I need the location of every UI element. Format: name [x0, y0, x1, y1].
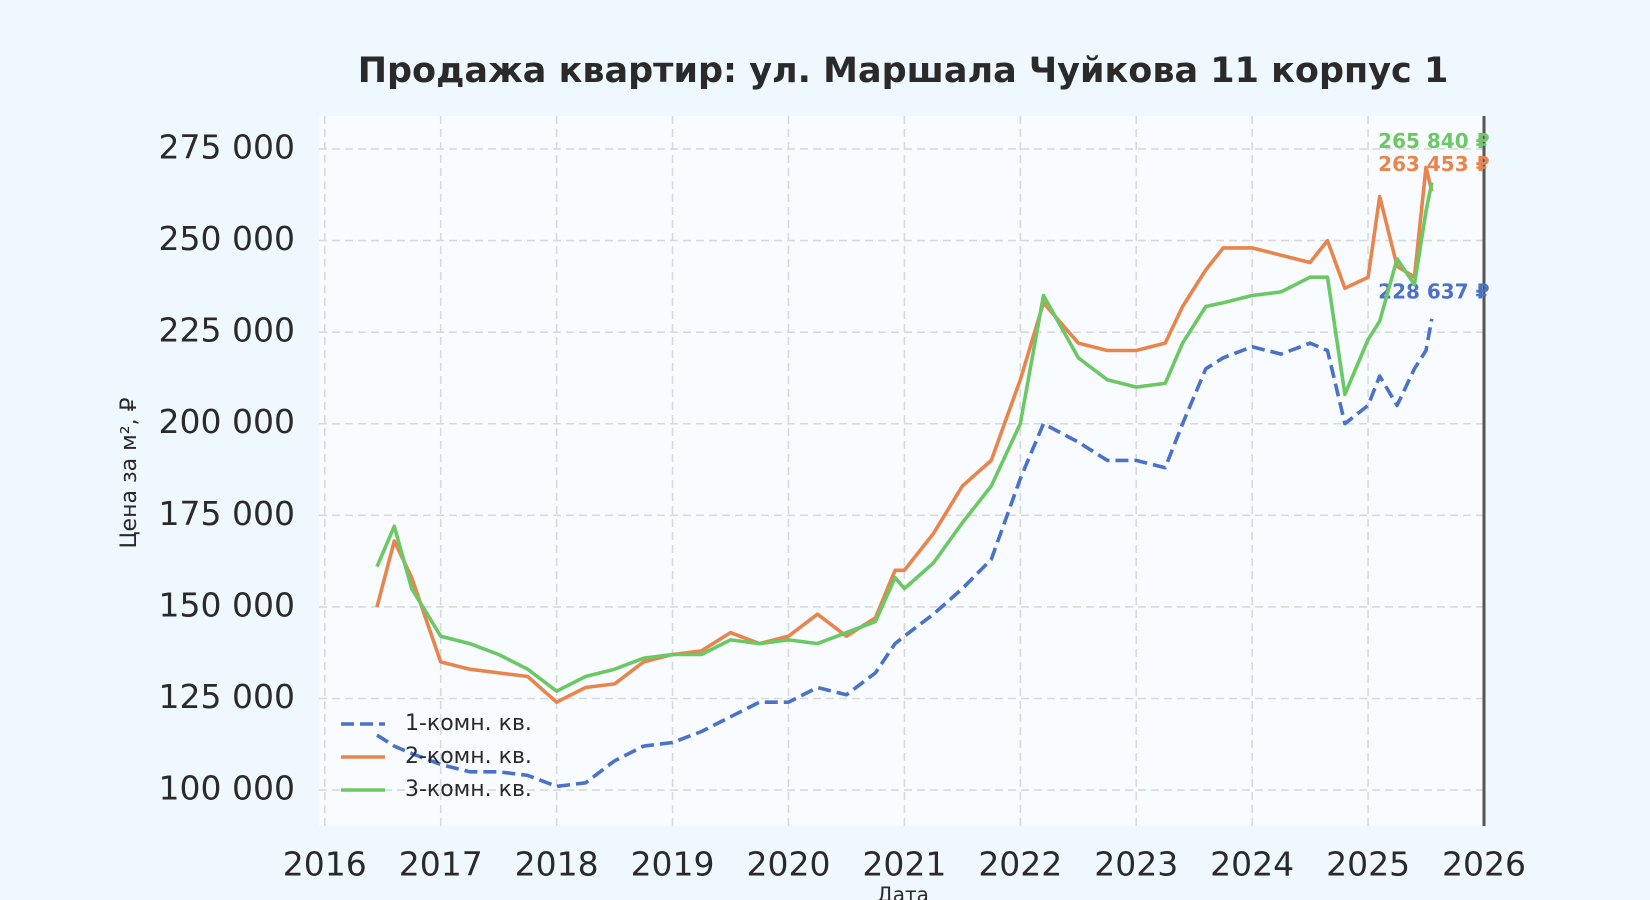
x-tick-label: 2026 — [1442, 845, 1526, 884]
x-tick-label: 2021 — [862, 845, 946, 884]
x-tick-label: 2025 — [1326, 845, 1410, 884]
end-label: 228 637 ₽ — [1378, 279, 1489, 303]
series-line — [375, 165, 1434, 704]
x-tick-label: 2020 — [746, 845, 830, 884]
x-tick-label: 2017 — [399, 845, 483, 884]
x-tick-label: 2019 — [631, 845, 715, 884]
series-line — [376, 318, 1434, 789]
x-tick-label: 2022 — [978, 845, 1062, 884]
y-tick-label: 250 000 — [159, 219, 295, 258]
legend-label: 3-комн. кв. — [405, 777, 532, 802]
y-tick-label: 200 000 — [159, 402, 295, 441]
x-tick-label: 2016 — [283, 845, 367, 884]
end-label: 265 840 ₽ — [1378, 129, 1489, 153]
series-line — [375, 182, 1434, 693]
x-tick-label: 2018 — [515, 845, 599, 884]
x-tick-label: 2024 — [1210, 845, 1294, 884]
y-tick-label: 275 000 — [159, 127, 295, 166]
end-label: 263 453 ₽ — [1378, 152, 1489, 176]
chart-title: Продажа квартир: ул. Маршала Чуйкова 11 … — [358, 51, 1449, 91]
y-axis-label: Цена за м², ₽ — [117, 397, 142, 548]
legend-label: 2-комн. кв. — [405, 744, 532, 769]
y-tick-label: 125 000 — [159, 677, 295, 716]
x-axis-label: Дата — [877, 883, 929, 900]
y-tick-label: 225 000 — [159, 311, 295, 350]
y-tick-label: 100 000 — [159, 769, 295, 808]
y-tick-label: 150 000 — [159, 585, 295, 624]
legend-label: 1-комн. кв. — [405, 711, 532, 736]
plot-area — [319, 116, 1484, 826]
x-tick-label: 2023 — [1094, 845, 1178, 884]
y-tick-label: 175 000 — [159, 494, 295, 533]
